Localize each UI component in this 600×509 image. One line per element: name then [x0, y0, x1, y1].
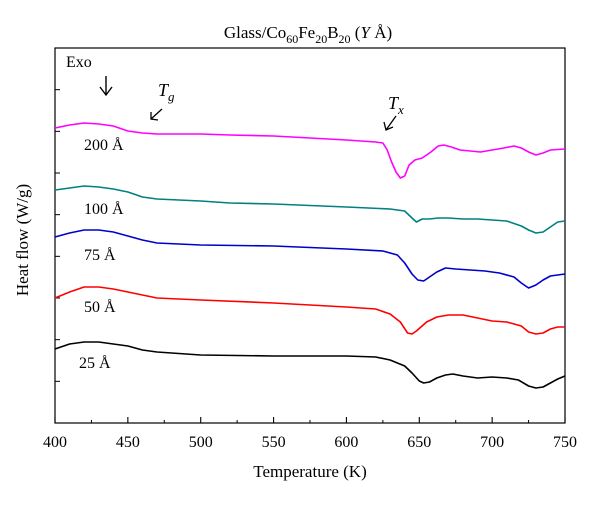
curve-label-50: 50 Å — [84, 298, 116, 316]
title-part: Fe — [298, 23, 315, 42]
series-line-4 — [54, 341, 566, 389]
x-ticks: 400 450 500 550 600 650 700 750 — [43, 417, 577, 451]
tg-arrow — [150, 108, 163, 121]
x-tick-label: 650 — [407, 434, 431, 451]
chart-title: Glass/Co60Fe20B20 (Y Å) — [224, 23, 392, 46]
title-part: Glass/Co — [224, 23, 286, 42]
tx-symbol: T — [388, 93, 400, 113]
tx-arrow — [383, 115, 397, 131]
title-sub: 20 — [315, 32, 327, 46]
tx-subscript: x — [397, 102, 404, 117]
title-sub: 60 — [286, 32, 298, 46]
exo-label: Exo — [66, 54, 92, 71]
x-tick-label: 700 — [480, 434, 504, 451]
series-line-3 — [54, 286, 565, 335]
title-part: ( — [351, 23, 361, 42]
curve-label-200: 200 Å — [84, 136, 124, 154]
x-axis-title: Temperature (K) — [253, 462, 367, 481]
curve-label-100: 100 Å — [84, 200, 124, 218]
plot-frame — [54, 47, 566, 424]
series-line-1 — [54, 185, 566, 234]
x-tick-label: 750 — [553, 434, 577, 451]
title-part: Å) — [370, 23, 392, 42]
tg-symbol: T — [158, 80, 170, 100]
curve-label-75: 75 Å — [84, 246, 116, 264]
exo-arrow — [99, 76, 113, 97]
x-tick-label: 400 — [43, 434, 67, 451]
title-var: Y — [360, 23, 371, 42]
y-axis-title: Heat flow (W/g) — [13, 184, 32, 296]
curve-label-25: 25 Å — [79, 354, 111, 372]
x-tick-label: 550 — [262, 434, 286, 451]
tx-label: Tx — [388, 93, 404, 117]
x-tick-label: 500 — [189, 434, 213, 451]
series-group — [54, 122, 566, 389]
title-sub: 20 — [339, 32, 351, 46]
tg-label: Tg — [158, 80, 175, 104]
x-tick-label: 450 — [116, 434, 140, 451]
tg-subscript: g — [168, 89, 175, 104]
x-tick-label: 600 — [334, 434, 358, 451]
series-line-2 — [54, 229, 566, 289]
series-line-0 — [54, 122, 566, 179]
title-part: B — [327, 23, 338, 42]
